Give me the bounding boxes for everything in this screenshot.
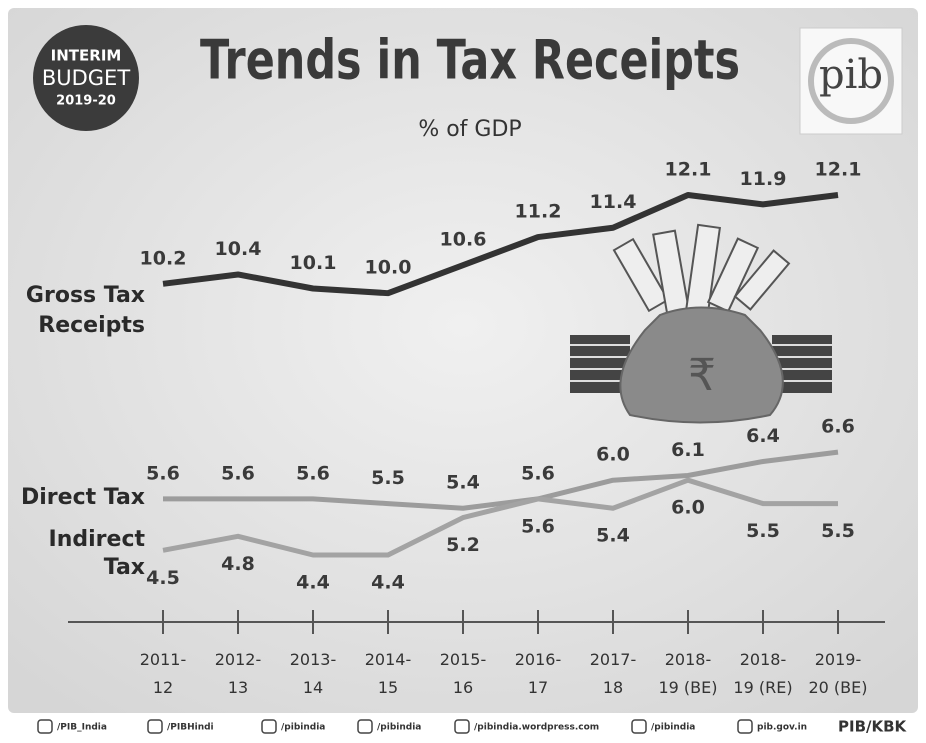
x-tick-label: 2014-15 bbox=[365, 650, 412, 697]
value-label: 4.8 bbox=[221, 553, 255, 575]
value-label: 4.4 bbox=[296, 572, 330, 594]
logo-box bbox=[799, 27, 903, 135]
value-label: 5.5 bbox=[371, 467, 405, 489]
badge-text: 2019-20 bbox=[56, 94, 116, 109]
badge-text: BUDGET bbox=[42, 66, 130, 90]
value-label: 12.1 bbox=[815, 159, 862, 181]
value-label: 10.2 bbox=[140, 247, 187, 269]
footer-link: /pibindia bbox=[281, 723, 325, 733]
footer-link: /pibindia bbox=[651, 723, 695, 733]
footer-icon bbox=[261, 719, 277, 734]
value-label: 5.2 bbox=[446, 534, 480, 556]
value-label: 10.1 bbox=[290, 252, 337, 274]
value-label: 5.5 bbox=[746, 520, 780, 542]
series-line bbox=[162, 477, 838, 558]
footer-icon bbox=[737, 719, 753, 734]
value-label: 6.1 bbox=[671, 439, 705, 461]
x-tick-label: 2018-19 (BE) bbox=[658, 650, 717, 697]
chart-subtitle: % of GDP bbox=[418, 117, 521, 142]
footer-icon bbox=[37, 719, 53, 734]
footer-link: pib.gov.in bbox=[757, 723, 807, 733]
x-tick-label: 2019-20 (BE) bbox=[808, 650, 867, 697]
footer-link: /pibindia.wordpress.com bbox=[474, 723, 599, 733]
value-label: 10.4 bbox=[215, 238, 262, 260]
x-tick-label: 2012-13 bbox=[215, 650, 262, 697]
value-label: 11.9 bbox=[740, 168, 787, 190]
bag bbox=[619, 306, 784, 424]
value-label: 4.4 bbox=[371, 572, 405, 594]
series-line bbox=[162, 192, 839, 297]
value-label: 5.6 bbox=[521, 462, 555, 484]
series-label: Gross Tax Receipts bbox=[26, 283, 145, 338]
x-tick-label: 2011-12 bbox=[140, 650, 187, 697]
value-label: 6.6 bbox=[821, 416, 855, 438]
footer-icon bbox=[357, 719, 373, 734]
value-label: 5.4 bbox=[596, 525, 630, 547]
footer-credit: PIB/KBK bbox=[838, 718, 908, 736]
value-label: 4.5 bbox=[146, 567, 180, 589]
footer-icon bbox=[147, 719, 163, 734]
chart-title: Trends in Tax Receipts bbox=[200, 29, 740, 92]
value-label: 5.6 bbox=[221, 462, 255, 484]
badge-text: INTERIM bbox=[51, 47, 122, 65]
value-label: 5.5 bbox=[821, 520, 855, 542]
value-label: 11.2 bbox=[515, 201, 562, 223]
series-label: Direct Tax bbox=[21, 485, 145, 510]
bag-symbol: ₹ bbox=[688, 350, 716, 401]
badge bbox=[33, 25, 139, 131]
value-label: 12.1 bbox=[665, 159, 712, 181]
footer-link: /PIB_India bbox=[57, 723, 107, 733]
footer-icon bbox=[631, 719, 647, 734]
value-label: 11.4 bbox=[590, 191, 637, 213]
series-label: Indirect Tax bbox=[49, 527, 146, 580]
x-tick-label: 2017-18 bbox=[590, 650, 637, 697]
value-label: 5.4 bbox=[446, 472, 480, 494]
x-tick-label: 2016-17 bbox=[515, 650, 562, 697]
value-label: 5.6 bbox=[521, 515, 555, 537]
value-label: 6.4 bbox=[746, 425, 780, 447]
logo-ring bbox=[808, 38, 894, 124]
footer-link: /pibindia bbox=[377, 723, 421, 733]
x-tick-label: 2018-19 (RE) bbox=[733, 650, 792, 697]
value-label: 6.0 bbox=[671, 497, 705, 519]
footer-link: /PIBHindi bbox=[167, 723, 214, 733]
footer-icon bbox=[454, 719, 470, 734]
value-label: 5.6 bbox=[146, 462, 180, 484]
value-label: 10.6 bbox=[440, 229, 487, 251]
illustration: ₹ bbox=[570, 223, 832, 424]
x-tick-label: 2015-16 bbox=[440, 650, 487, 697]
logo-text: pib bbox=[819, 52, 883, 98]
x-tick-label: 2013-14 bbox=[290, 650, 337, 697]
value-label: 5.6 bbox=[296, 462, 330, 484]
value-label: 10.0 bbox=[365, 257, 412, 279]
value-label: 6.0 bbox=[596, 444, 630, 466]
series-line bbox=[163, 449, 839, 511]
